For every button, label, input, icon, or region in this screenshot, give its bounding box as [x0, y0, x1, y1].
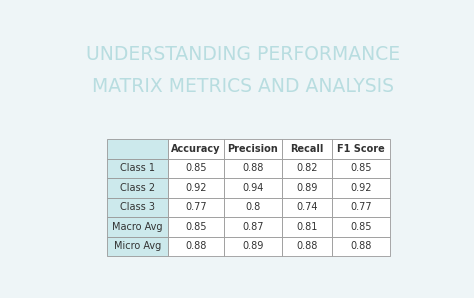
Text: 0.88: 0.88 [350, 241, 372, 251]
Bar [224, 198, 282, 217]
Text: Accuracy: Accuracy [171, 144, 221, 154]
Bar [107, 178, 168, 198]
Text: 0.85: 0.85 [350, 222, 372, 232]
Text: UNDERSTANDING PERFORMANCE: UNDERSTANDING PERFORMANCE [86, 45, 400, 64]
Text: 0.88: 0.88 [185, 241, 207, 251]
Text: 0.88: 0.88 [296, 241, 318, 251]
Bar [168, 217, 224, 237]
Text: 0.81: 0.81 [296, 222, 318, 232]
Text: Micro Avg: Micro Avg [114, 241, 161, 251]
Text: Class 1: Class 1 [120, 163, 155, 173]
Bar [168, 198, 224, 217]
Bar [282, 178, 331, 198]
Text: 0.85: 0.85 [350, 163, 372, 173]
Text: Precision: Precision [228, 144, 278, 154]
Bar [107, 217, 168, 237]
Text: 0.85: 0.85 [185, 163, 207, 173]
Bar [224, 139, 282, 159]
Bar [282, 237, 331, 256]
Text: Macro Avg: Macro Avg [112, 222, 163, 232]
Bar [168, 178, 224, 198]
Text: 0.82: 0.82 [296, 163, 318, 173]
Bar [107, 139, 168, 159]
Bar [331, 139, 390, 159]
Bar [331, 237, 390, 256]
Text: 0.92: 0.92 [185, 183, 207, 193]
Bar [107, 159, 168, 178]
Bar [282, 159, 331, 178]
Text: Class 2: Class 2 [120, 183, 155, 193]
Bar [331, 217, 390, 237]
Text: 0.77: 0.77 [185, 202, 207, 212]
Text: Recall: Recall [290, 144, 323, 154]
Text: 0.8: 0.8 [245, 202, 260, 212]
Bar [107, 237, 168, 256]
Bar [168, 159, 224, 178]
Text: Class 3: Class 3 [120, 202, 155, 212]
Text: 0.74: 0.74 [296, 202, 318, 212]
Text: 0.92: 0.92 [350, 183, 372, 193]
Text: F1 Score: F1 Score [337, 144, 384, 154]
Bar [168, 237, 224, 256]
Bar [331, 198, 390, 217]
Bar [282, 198, 331, 217]
Bar [331, 178, 390, 198]
Text: 0.85: 0.85 [185, 222, 207, 232]
Bar [224, 217, 282, 237]
Bar [282, 217, 331, 237]
Bar [168, 139, 224, 159]
Bar [331, 159, 390, 178]
Text: 0.88: 0.88 [242, 163, 264, 173]
Bar [224, 237, 282, 256]
Bar [282, 139, 331, 159]
Bar [107, 198, 168, 217]
Bar [224, 178, 282, 198]
Text: 0.77: 0.77 [350, 202, 372, 212]
Bar [224, 159, 282, 178]
Text: 0.87: 0.87 [242, 222, 264, 232]
Text: 0.89: 0.89 [242, 241, 264, 251]
Text: 0.94: 0.94 [242, 183, 264, 193]
Text: MATRIX METRICS AND ANALYSIS: MATRIX METRICS AND ANALYSIS [92, 77, 394, 96]
Text: 0.89: 0.89 [296, 183, 318, 193]
